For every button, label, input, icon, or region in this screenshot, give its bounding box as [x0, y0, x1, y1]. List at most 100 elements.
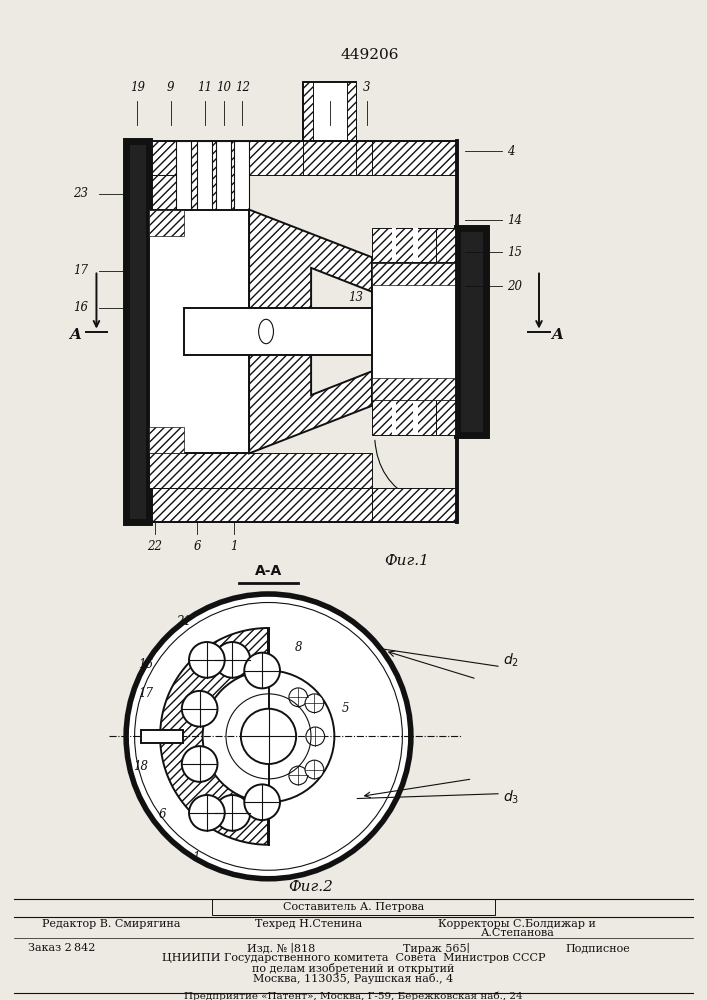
Circle shape [241, 709, 296, 764]
Circle shape [245, 653, 280, 688]
Circle shape [289, 688, 308, 707]
Text: Фиг.2: Фиг.2 [288, 880, 334, 894]
Text: 18: 18 [296, 232, 310, 245]
Text: 11: 11 [197, 81, 213, 94]
Text: 5: 5 [373, 291, 381, 304]
Text: Заказ 2 842: Заказ 2 842 [28, 943, 95, 953]
Bar [149, 488, 372, 522]
Text: 9: 9 [167, 81, 175, 94]
Text: 17: 17 [73, 264, 88, 277]
Bar [176, 141, 191, 488]
Circle shape [305, 760, 324, 779]
Text: 17: 17 [138, 687, 153, 700]
Circle shape [289, 766, 308, 785]
Bar [230, 141, 234, 488]
Circle shape [203, 670, 334, 802]
Bar [346, 82, 356, 141]
Text: A: A [69, 328, 81, 342]
Bar [212, 141, 216, 488]
Circle shape [305, 694, 324, 713]
Circle shape [189, 642, 225, 678]
Text: $d_2$: $d_2$ [503, 651, 519, 669]
Bar [149, 210, 184, 236]
Text: Москва, 113035, Раушская наб., 4: Москва, 113035, Раушская наб., 4 [253, 974, 454, 984]
Bar [149, 175, 208, 488]
Text: 449206: 449206 [340, 48, 399, 62]
Text: $d_1$: $d_1$ [425, 497, 440, 513]
Circle shape [134, 602, 402, 870]
Text: по делам изобретений и открытий: по делам изобретений и открытий [252, 963, 455, 974]
Text: Корректоры С.Болдижар и: Корректоры С.Болдижар и [438, 919, 596, 929]
Text: Предприятие «Патент», Москва, Г-59, Бережковская наб., 24: Предприятие «Патент», Москва, Г-59, Бере… [185, 991, 522, 1000]
Text: 10: 10 [216, 81, 231, 94]
Text: 6: 6 [194, 540, 201, 553]
Circle shape [214, 642, 250, 678]
Bar [149, 141, 372, 175]
Bar [184, 308, 372, 355]
Text: 15: 15 [507, 245, 522, 258]
Text: А.Степанова: А.Степанова [481, 928, 554, 938]
Bar [212, 899, 495, 915]
Bar [416, 228, 436, 435]
Text: Составитель А. Петрова: Составитель А. Петрова [283, 902, 424, 912]
Text: 22: 22 [147, 540, 162, 553]
Bar [414, 228, 418, 435]
Bar [372, 263, 457, 285]
Circle shape [214, 795, 250, 831]
Text: 23: 23 [73, 187, 88, 200]
Text: 3: 3 [363, 81, 370, 94]
Polygon shape [249, 210, 372, 453]
Text: A: A [551, 328, 563, 342]
Bar [234, 141, 249, 488]
Bar [395, 228, 416, 435]
Circle shape [182, 691, 218, 727]
Text: Фиг.1: Фиг.1 [384, 554, 429, 568]
Circle shape [245, 784, 280, 820]
Text: A-A: A-A [255, 564, 282, 578]
Text: ЦНИИПИ Государственного комитета  Совета  Министров СССР: ЦНИИПИ Государственного комитета Совета … [162, 953, 545, 963]
Text: 6: 6 [158, 808, 166, 822]
Text: 21: 21 [176, 615, 191, 628]
Bar [457, 228, 486, 435]
Text: 2: 2 [326, 81, 334, 94]
Text: 7: 7 [299, 772, 306, 785]
Bar [372, 488, 457, 522]
Text: 1: 1 [192, 851, 200, 864]
Text: Редактор В. Смирягина: Редактор В. Смирягина [42, 919, 181, 929]
Bar [436, 228, 457, 435]
Text: 16: 16 [73, 301, 88, 314]
Bar [149, 427, 184, 453]
Bar [372, 141, 457, 175]
Text: 5: 5 [341, 702, 349, 715]
Bar [392, 228, 397, 435]
Polygon shape [149, 210, 249, 453]
Text: Тираж 565∣: Тираж 565∣ [403, 942, 470, 954]
Bar [303, 82, 312, 141]
Circle shape [189, 795, 225, 831]
Text: $d_3$: $d_3$ [503, 788, 519, 806]
Bar [372, 378, 457, 400]
Text: Изд. № ∣818: Изд. № ∣818 [247, 943, 316, 953]
Text: 8: 8 [295, 641, 302, 654]
Bar [149, 453, 372, 488]
Text: 19: 19 [130, 81, 145, 94]
Text: Техред Н.Стенина: Техред Н.Стенина [255, 919, 362, 929]
Bar [197, 141, 212, 488]
Circle shape [306, 727, 325, 746]
Bar [303, 82, 356, 141]
Text: 20: 20 [507, 280, 522, 293]
Bar [372, 228, 395, 435]
Circle shape [182, 746, 218, 782]
Text: 12: 12 [235, 81, 250, 94]
Text: 4: 4 [507, 145, 515, 158]
Bar [191, 141, 197, 488]
Text: 13: 13 [349, 291, 363, 304]
Bar [216, 141, 230, 488]
Bar [141, 730, 184, 743]
Text: 1: 1 [230, 540, 238, 553]
Text: Подписное: Подписное [566, 943, 631, 953]
Circle shape [126, 594, 411, 879]
Text: 16: 16 [138, 658, 153, 671]
Bar [126, 141, 149, 522]
Text: 14: 14 [507, 214, 522, 227]
